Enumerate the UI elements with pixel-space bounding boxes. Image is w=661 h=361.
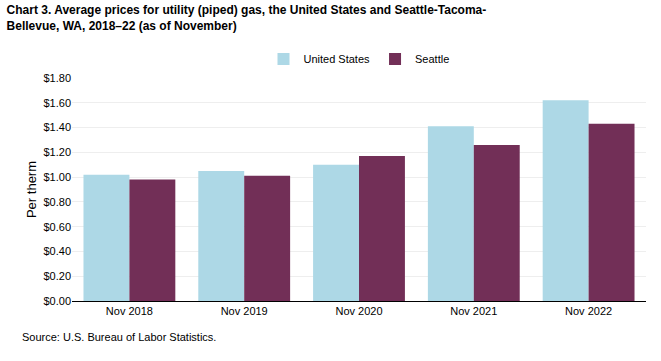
svg-text:$1.80: $1.80 xyxy=(43,72,71,84)
svg-text:$0.60: $0.60 xyxy=(43,221,71,233)
svg-text:Nov 2019: Nov 2019 xyxy=(221,305,268,317)
svg-text:Nov 2020: Nov 2020 xyxy=(335,305,382,317)
svg-text:Per therm: Per therm xyxy=(24,161,39,218)
svg-text:$1.20: $1.20 xyxy=(43,146,71,158)
svg-text:Nov 2021: Nov 2021 xyxy=(450,305,497,317)
svg-text:Chart 3. Average prices for ut: Chart 3. Average prices for utility (pip… xyxy=(7,3,487,33)
svg-text:$1.60: $1.60 xyxy=(43,97,71,109)
svg-text:Nov 2022: Nov 2022 xyxy=(565,305,612,317)
svg-text:$0.80: $0.80 xyxy=(43,196,71,208)
svg-text:Nov 2018: Nov 2018 xyxy=(106,305,153,317)
svg-text:$0.00: $0.00 xyxy=(43,295,71,307)
svg-text:$1.40: $1.40 xyxy=(43,121,71,133)
svg-text:Source: U.S. Bureau of Labor S: Source: U.S. Bureau of Labor Statistics. xyxy=(22,331,216,343)
svg-text:$0.20: $0.20 xyxy=(43,270,71,282)
svg-text:United States: United States xyxy=(304,53,371,65)
svg-text:$0.40: $0.40 xyxy=(43,245,71,257)
svg-text:Seattle: Seattle xyxy=(415,53,449,65)
svg-text:$1.00: $1.00 xyxy=(43,171,71,183)
